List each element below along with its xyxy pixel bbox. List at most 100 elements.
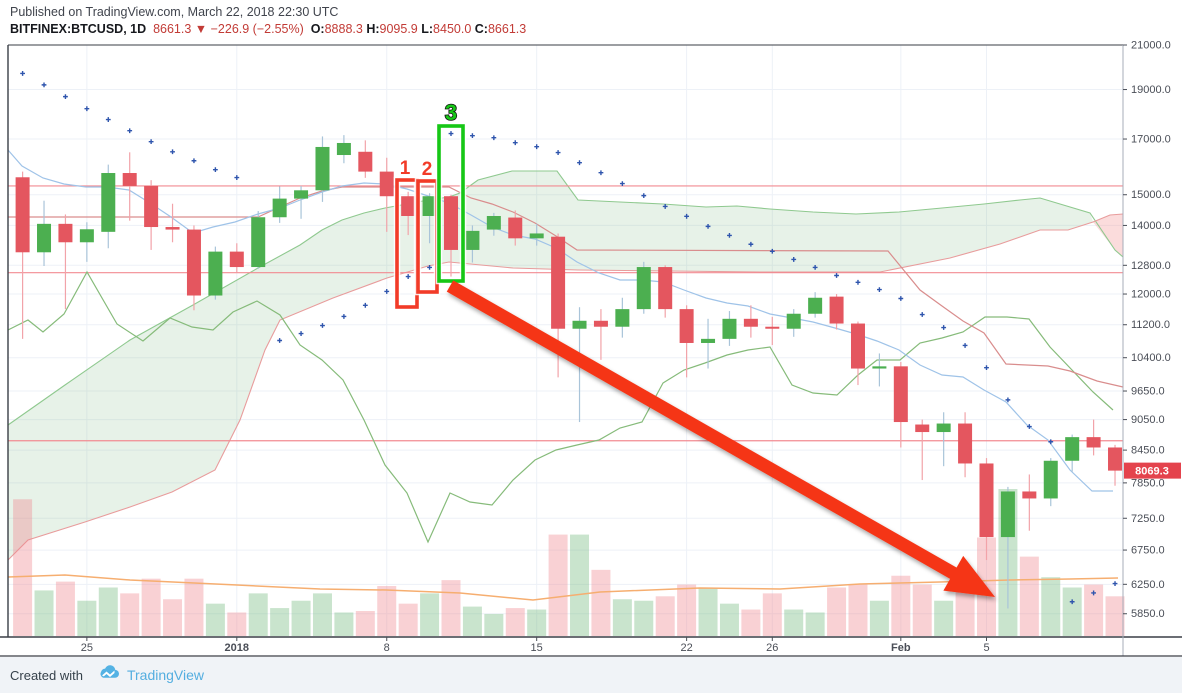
sar-dot — [491, 135, 497, 141]
sar-dot — [619, 181, 625, 186]
candle-body — [636, 267, 651, 310]
sar-dot — [512, 140, 518, 146]
annotation-number-1: 1 — [400, 158, 411, 179]
time-tick-label: 15 — [531, 642, 543, 654]
sar-dot — [448, 131, 454, 136]
volume-bar — [827, 587, 847, 636]
price-tick-label: 14000.0 — [1131, 220, 1171, 232]
volume-bar — [1105, 596, 1125, 636]
price-tick-label: 19000.0 — [1131, 84, 1171, 96]
symbol-ohlc-line: BITFINEX:BTCUSD, 1D 8661.3 ▼ −226.9 (−2.… — [10, 22, 527, 36]
volume-bar — [784, 609, 804, 636]
sar-dot — [470, 133, 475, 139]
candle-body — [529, 233, 544, 239]
volume-bar — [163, 599, 183, 636]
candle-body — [315, 146, 330, 191]
sar-dot — [1026, 424, 1032, 429]
volume-bar — [1019, 556, 1039, 636]
volume-bar — [34, 590, 54, 636]
price-tick-label: 12800.0 — [1131, 260, 1171, 272]
candle-body — [872, 366, 887, 369]
badge-label: 8069.3 — [1135, 466, 1169, 478]
sar-dot — [341, 314, 347, 319]
sar-dot — [1048, 439, 1054, 445]
volume-bar — [891, 575, 911, 636]
sar-dot — [641, 193, 647, 199]
sar-dot — [555, 150, 561, 155]
created-with-label: Created with — [10, 667, 83, 683]
sar-dot — [84, 106, 90, 112]
volume-bar — [334, 612, 354, 636]
volume-bar — [77, 600, 97, 636]
price-tick-label: 21000.0 — [1131, 40, 1171, 52]
sar-dot — [812, 265, 818, 270]
cloud-green-area — [8, 171, 1093, 560]
sar-dot — [577, 160, 582, 166]
volume-bar — [13, 499, 33, 636]
kijun-line — [8, 186, 1124, 388]
price-tick-label: 5850.0 — [1131, 608, 1165, 620]
volume-bar — [248, 593, 268, 636]
candle-body — [272, 198, 287, 218]
sar-dot — [727, 232, 732, 238]
volume-bar — [205, 603, 225, 636]
time-tick-label: 26 — [766, 642, 778, 654]
candle-body — [551, 236, 566, 329]
candle-body — [1000, 491, 1015, 538]
axes: 21000.0 19000.0 17000.0 15000.0 14000.0 12800… — [0, 40, 1182, 657]
candle-body — [251, 217, 266, 268]
volume-bar — [848, 584, 868, 636]
sar-dot — [384, 289, 390, 294]
trend-arrow — [446, 280, 995, 597]
arrow-head — [943, 555, 995, 597]
candle-body — [936, 423, 951, 433]
volume-bar — [570, 534, 590, 636]
sar-dot — [20, 71, 25, 76]
candles — [15, 135, 1123, 609]
volume-bar — [120, 593, 140, 636]
volume-bar — [1084, 584, 1104, 636]
candle-body — [294, 190, 309, 199]
sar-dot — [234, 175, 240, 180]
volume-bar — [741, 609, 761, 636]
sar-dot — [1091, 590, 1096, 596]
candle-body — [465, 230, 480, 250]
price-tick-label: 9650.0 — [1131, 386, 1165, 398]
candle-body — [37, 223, 52, 253]
sar-dot — [41, 82, 47, 88]
sar-dot — [212, 167, 218, 173]
candle-body — [808, 297, 823, 314]
price-tick-label: 9050.0 — [1131, 414, 1165, 426]
volume-bar — [548, 534, 568, 636]
candle-body — [786, 313, 801, 329]
candle-body — [1108, 447, 1123, 471]
candle-body — [15, 177, 30, 253]
volume-bar — [527, 609, 547, 636]
candle-body — [765, 326, 780, 329]
candle-body — [79, 229, 94, 243]
candle-body — [358, 151, 373, 172]
candle-body — [701, 338, 716, 343]
candle-body — [615, 309, 630, 327]
price-tick-label: 7850.0 — [1131, 477, 1165, 489]
sar-dot — [962, 343, 968, 348]
candle-body — [979, 463, 994, 538]
volume-bar — [634, 600, 654, 636]
volume-bar — [762, 593, 782, 636]
volume-bar — [291, 600, 311, 636]
candle-body — [593, 320, 608, 327]
candle-body — [893, 366, 908, 423]
sar-dot — [427, 265, 432, 270]
tradingview-brand-link[interactable]: TradingView — [126, 667, 205, 683]
volume-bar — [420, 593, 440, 636]
highlight-rect-3 — [437, 124, 465, 283]
sar-dot — [984, 365, 989, 371]
volume-bar — [805, 612, 825, 636]
sar-dot — [769, 248, 775, 254]
volume-pane — [7, 489, 1125, 636]
volume-bar — [141, 578, 161, 636]
candle-body — [829, 296, 844, 324]
sar-dot — [705, 223, 711, 229]
candle-body — [486, 215, 501, 230]
